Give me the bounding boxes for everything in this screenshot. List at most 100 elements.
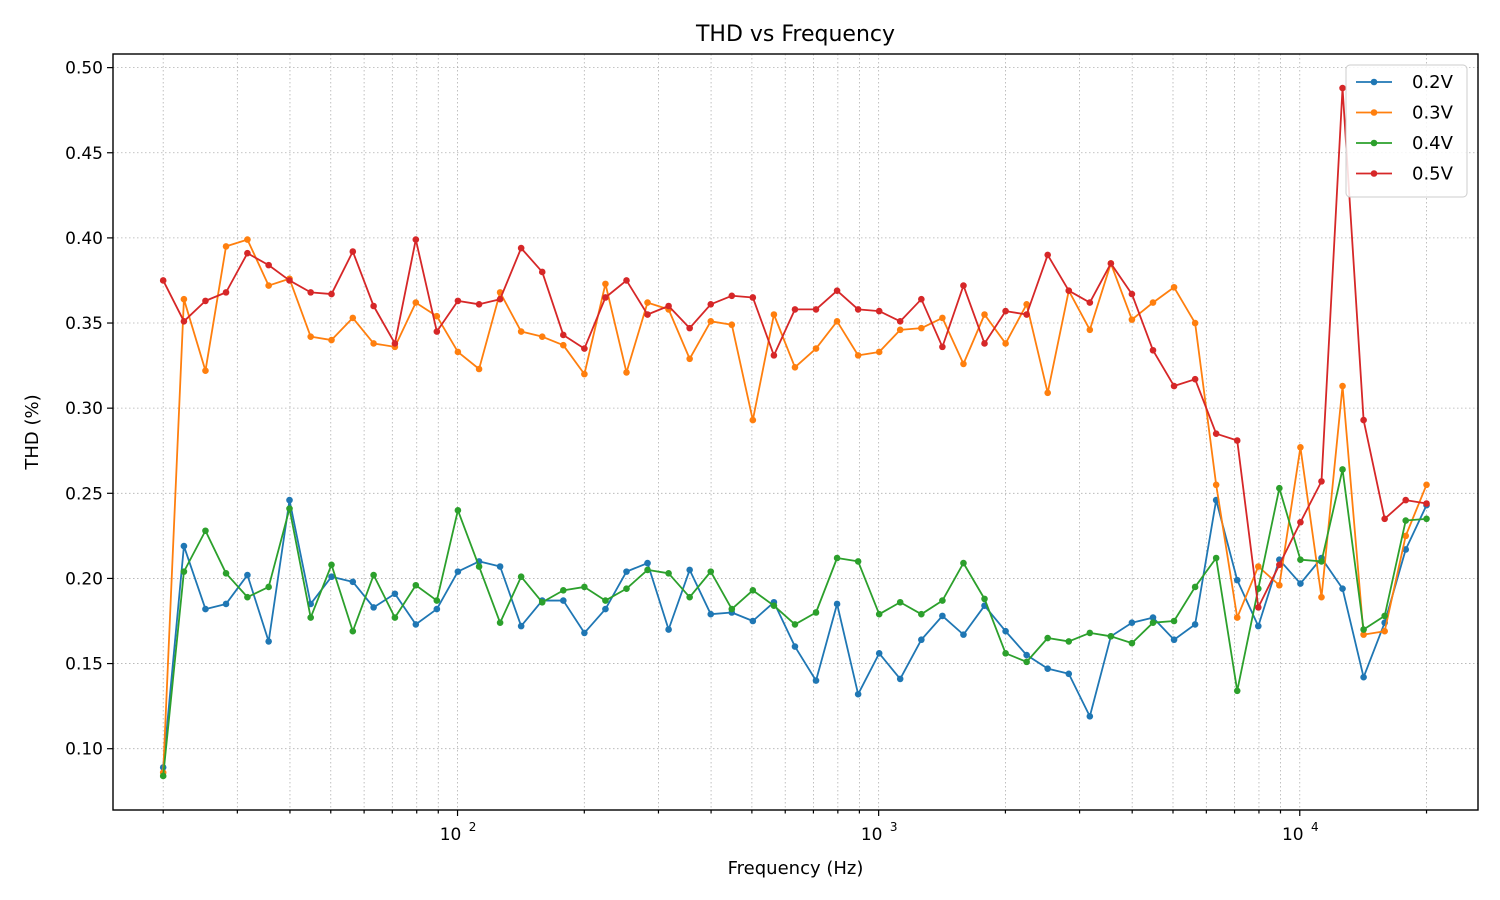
data-point bbox=[1128, 619, 1136, 627]
data-point bbox=[1191, 319, 1199, 327]
data-point bbox=[244, 249, 251, 257]
data-point bbox=[1233, 576, 1241, 584]
x-tick-label: 10 bbox=[440, 825, 462, 845]
data-point bbox=[244, 236, 251, 243]
data-point bbox=[1254, 622, 1262, 630]
data-point bbox=[1402, 546, 1410, 553]
legend-marker bbox=[1370, 170, 1378, 177]
data-point bbox=[433, 605, 441, 613]
data-point bbox=[1002, 307, 1009, 315]
data-point bbox=[1086, 629, 1094, 637]
data-point bbox=[1423, 500, 1430, 507]
legend-marker bbox=[1370, 78, 1378, 86]
data-point bbox=[560, 597, 567, 604]
legend-marker bbox=[1370, 139, 1378, 147]
data-point bbox=[665, 302, 672, 310]
data-point bbox=[644, 559, 651, 567]
data-point bbox=[370, 571, 377, 579]
data-point bbox=[1170, 283, 1178, 291]
data-point bbox=[159, 772, 167, 780]
data-point bbox=[412, 581, 420, 589]
data-point bbox=[749, 416, 757, 424]
legend-item: 0.5V bbox=[1356, 164, 1454, 185]
data-point bbox=[370, 604, 377, 611]
data-point bbox=[286, 505, 293, 512]
data-point bbox=[412, 236, 420, 243]
legend-label: 0.5V bbox=[1412, 164, 1454, 185]
data-point bbox=[286, 496, 293, 504]
data-point bbox=[1254, 563, 1262, 570]
data-point bbox=[770, 311, 778, 318]
data-point bbox=[1233, 687, 1241, 695]
data-point bbox=[623, 585, 630, 592]
data-point bbox=[1002, 340, 1009, 347]
data-point bbox=[496, 563, 504, 570]
data-point bbox=[1339, 84, 1346, 92]
y-tick-label: 0.50 bbox=[65, 59, 103, 79]
data-point bbox=[1107, 633, 1115, 640]
y-tick-label: 0.40 bbox=[65, 229, 103, 249]
data-point bbox=[812, 677, 820, 684]
data-point bbox=[433, 312, 441, 320]
data-point bbox=[1423, 515, 1430, 523]
data-point bbox=[875, 307, 883, 315]
data-point bbox=[180, 318, 188, 325]
data-point bbox=[812, 345, 820, 352]
data-point bbox=[517, 622, 525, 630]
series-0.4V bbox=[159, 466, 1430, 780]
data-point bbox=[812, 306, 820, 313]
data-point bbox=[265, 282, 272, 289]
data-point bbox=[1086, 713, 1094, 720]
legend-label: 0.4V bbox=[1412, 133, 1454, 154]
data-point bbox=[328, 561, 335, 569]
data-point bbox=[265, 261, 272, 269]
data-point bbox=[833, 600, 841, 608]
data-point bbox=[1149, 299, 1157, 306]
data-point bbox=[1276, 484, 1283, 492]
data-point bbox=[1360, 673, 1367, 681]
data-point bbox=[1002, 650, 1009, 657]
data-point bbox=[749, 294, 757, 301]
data-point bbox=[307, 333, 314, 340]
data-point bbox=[1065, 287, 1073, 294]
data-point bbox=[1023, 658, 1030, 666]
data-point bbox=[644, 566, 651, 574]
y-axis-label: THD (%) bbox=[22, 394, 43, 470]
data-point bbox=[1212, 554, 1220, 562]
data-point bbox=[686, 593, 693, 601]
data-point bbox=[707, 610, 715, 618]
data-point bbox=[1023, 311, 1030, 318]
legend-item: 0.2V bbox=[1356, 72, 1454, 93]
data-point bbox=[728, 292, 736, 300]
data-point bbox=[1212, 481, 1220, 489]
data-point bbox=[1086, 299, 1094, 306]
data-point bbox=[391, 614, 399, 621]
data-point bbox=[180, 542, 188, 550]
data-point bbox=[1402, 517, 1410, 524]
plot-frame bbox=[112, 53, 1479, 811]
data-point bbox=[560, 331, 567, 339]
data-point bbox=[1149, 614, 1157, 621]
data-point bbox=[665, 570, 672, 577]
data-point bbox=[286, 277, 293, 284]
data-point bbox=[812, 609, 820, 616]
data-point bbox=[854, 306, 862, 313]
series-layer bbox=[159, 84, 1430, 780]
data-point bbox=[244, 571, 251, 579]
legend-marker bbox=[1370, 109, 1378, 116]
data-point bbox=[1381, 612, 1388, 620]
data-point bbox=[728, 605, 736, 613]
data-point bbox=[328, 336, 335, 344]
data-point bbox=[854, 690, 862, 698]
data-point bbox=[222, 570, 230, 577]
data-point bbox=[454, 348, 462, 356]
data-point bbox=[791, 621, 799, 628]
data-point bbox=[1023, 651, 1030, 659]
data-point bbox=[265, 583, 272, 591]
data-point bbox=[1128, 639, 1136, 647]
data-point bbox=[560, 341, 567, 349]
data-point bbox=[180, 568, 188, 575]
data-point bbox=[1044, 251, 1051, 259]
data-point bbox=[454, 297, 462, 305]
y-tick-label: 0.15 bbox=[65, 655, 103, 675]
